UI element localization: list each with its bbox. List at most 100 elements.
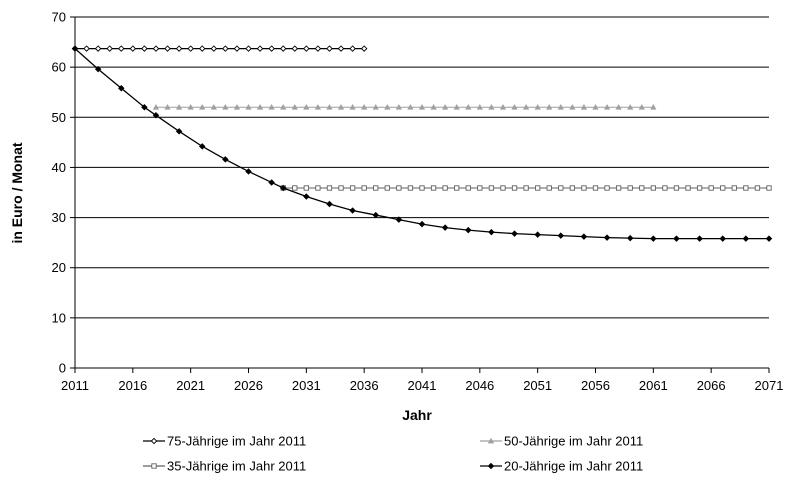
data-point xyxy=(546,104,553,110)
grid-lines xyxy=(75,16,769,319)
y-axis-title: in Euro / Monat xyxy=(9,142,25,243)
data-point xyxy=(685,185,691,191)
data-point xyxy=(743,185,749,191)
data-point xyxy=(245,104,252,110)
data-point xyxy=(164,104,171,110)
data-point xyxy=(638,104,645,110)
legend: 75-Jährige im Jahr 2011 50-Jährige im Jah… xyxy=(143,434,643,474)
data-point xyxy=(326,200,333,208)
data-point xyxy=(280,104,287,110)
data-point xyxy=(488,185,495,191)
data-point xyxy=(360,45,368,52)
data-point xyxy=(337,104,345,110)
legend-label: 75-Jährige im Jahr 2011 xyxy=(167,434,306,449)
data-point xyxy=(94,45,102,52)
data-point xyxy=(245,45,252,52)
data-point xyxy=(662,185,668,191)
data-point xyxy=(650,185,656,191)
data-point xyxy=(581,185,587,191)
data-point xyxy=(720,185,726,191)
legend-label: 20-Jährige im Jahr 2011 xyxy=(504,459,643,474)
x-tick-label: 2061 xyxy=(639,378,668,393)
data-point xyxy=(349,185,356,191)
data-point xyxy=(511,104,518,110)
data-point xyxy=(696,185,703,191)
data-point xyxy=(488,228,495,236)
data-point xyxy=(442,104,449,110)
data-point xyxy=(222,45,229,52)
data-point xyxy=(626,234,634,242)
data-point xyxy=(187,104,194,110)
series-s75 xyxy=(71,45,368,52)
data-point xyxy=(673,235,680,242)
data-point xyxy=(326,185,333,191)
data-point xyxy=(150,437,158,445)
x-tick-label: 2031 xyxy=(292,378,321,393)
data-point xyxy=(152,45,160,52)
data-point xyxy=(615,104,622,110)
data-point xyxy=(534,104,541,110)
data-point xyxy=(222,104,229,110)
data-point xyxy=(465,104,472,110)
data-point xyxy=(175,104,183,110)
data-point xyxy=(222,156,229,163)
data-point xyxy=(303,45,310,52)
data-point xyxy=(303,193,310,200)
data-point xyxy=(546,185,552,191)
data-point xyxy=(256,104,264,110)
data-point xyxy=(151,463,157,469)
y-tick-label: 10 xyxy=(52,310,66,325)
legend-item: 20-Jährige im Jahr 2011 xyxy=(480,459,643,474)
x-tick-label: 2071 xyxy=(755,378,784,393)
x-axis-title: Jahr xyxy=(402,407,432,423)
data-point xyxy=(604,185,610,191)
data-point xyxy=(569,104,576,110)
data-point xyxy=(279,45,287,52)
x-tick-label: 2046 xyxy=(465,378,494,393)
data-point xyxy=(198,143,206,150)
data-point xyxy=(569,185,576,191)
x-tick-label: 2026 xyxy=(234,378,263,393)
y-tick-label: 0 xyxy=(59,361,66,376)
data-point xyxy=(742,235,750,242)
data-point xyxy=(129,45,137,52)
x-tick-label: 2066 xyxy=(697,378,726,393)
data-point xyxy=(418,104,426,110)
data-point xyxy=(326,45,333,52)
data-point xyxy=(534,231,541,238)
data-point xyxy=(233,45,241,52)
data-point xyxy=(557,232,565,239)
data-point xyxy=(268,179,275,186)
data-point xyxy=(754,185,761,191)
data-point xyxy=(557,104,564,110)
x-tick-label: 2011 xyxy=(61,378,89,393)
data-point xyxy=(372,104,379,110)
data-point xyxy=(279,184,287,192)
data-point xyxy=(535,185,541,191)
data-point xyxy=(731,185,737,191)
data-point xyxy=(349,45,356,52)
data-point xyxy=(441,224,449,231)
data-point xyxy=(141,45,148,52)
series-s20 xyxy=(71,45,773,242)
data-point xyxy=(395,216,403,223)
data-point xyxy=(118,84,125,92)
x-axis-ticks: 2011 2016 2021 2026 2031 2036 2041 2046 2051 2056… xyxy=(61,368,783,393)
data-point xyxy=(199,104,206,110)
data-point xyxy=(152,112,160,119)
data-point xyxy=(315,185,321,191)
data-point xyxy=(419,185,425,191)
data-point xyxy=(326,104,333,110)
data-point xyxy=(603,234,611,241)
x-tick-label: 2051 xyxy=(523,378,552,393)
y-tick-label: 40 xyxy=(52,160,66,175)
data-point xyxy=(94,65,102,73)
data-point xyxy=(639,185,645,191)
data-point xyxy=(303,104,310,110)
data-point xyxy=(487,437,495,444)
data-point xyxy=(418,220,426,228)
y-axis-ticks: 0 10 20 30 40 50 60 70 xyxy=(52,10,75,376)
x-tick-label: 2056 xyxy=(581,378,610,393)
data-point xyxy=(395,104,402,110)
